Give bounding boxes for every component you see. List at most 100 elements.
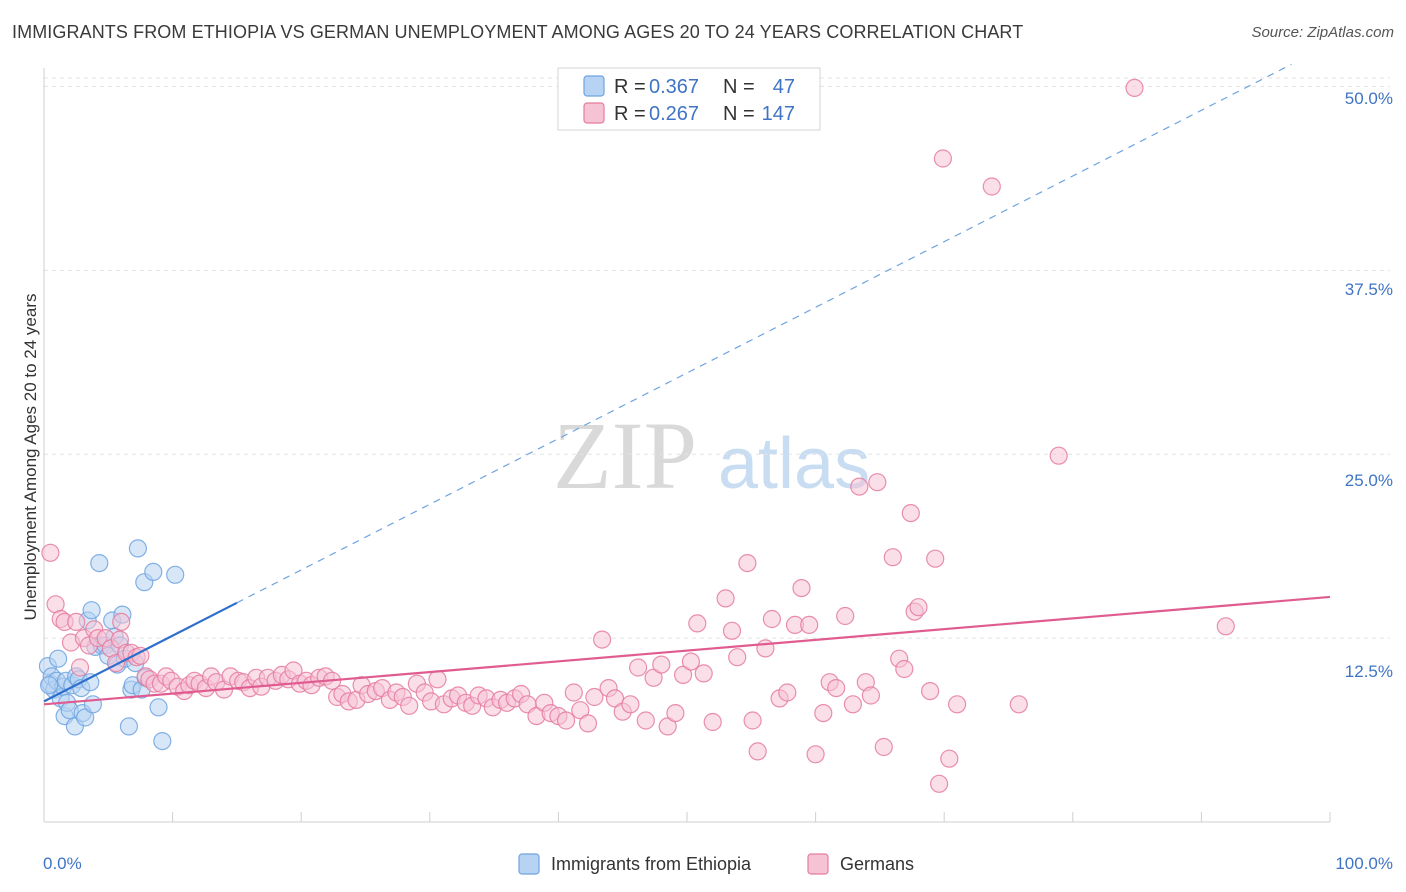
data-point (636, 711, 655, 730)
data-point (83, 695, 103, 714)
data-point (673, 665, 693, 685)
data-point (920, 681, 940, 701)
data-point (901, 503, 920, 523)
data-point (1009, 695, 1028, 714)
legend-n-label: N = (723, 76, 755, 98)
data-point (827, 678, 846, 698)
data-point (41, 543, 60, 562)
data-point (947, 695, 967, 714)
data-point (868, 473, 887, 492)
legend-n-value: 47 (773, 76, 795, 98)
y-axis-label: Unemployment Among Ages 20 to 24 years (21, 294, 40, 621)
data-point (926, 549, 945, 568)
data-point (149, 698, 168, 717)
source-label: Source: ZipAtlas.com (1251, 24, 1394, 41)
data-point (883, 548, 902, 567)
data-point (621, 695, 640, 714)
data-point (814, 703, 833, 723)
watermark-atlas: atlas (718, 424, 870, 504)
trend-line (43, 601, 238, 703)
x-tick-label-max: 100.0% (1335, 854, 1393, 873)
data-points (38, 78, 1235, 793)
data-point (48, 649, 68, 668)
data-point (166, 565, 185, 584)
data-point (67, 612, 86, 632)
data-point (738, 553, 757, 573)
data-point (1125, 78, 1144, 98)
data-point (70, 658, 90, 677)
data-point (90, 553, 109, 573)
data-point (940, 749, 959, 768)
data-point (694, 664, 713, 683)
y-tick-labels: 50.0% 37.5% 25.0% 12.5% (1345, 89, 1393, 681)
data-point (929, 774, 949, 793)
trend-line (43, 595, 1331, 706)
data-point (792, 578, 811, 598)
data-point (153, 731, 172, 751)
data-point (112, 612, 131, 632)
data-point (1049, 446, 1068, 465)
data-point (628, 658, 648, 677)
data-point (806, 745, 825, 764)
data-point (909, 598, 928, 617)
data-point (681, 652, 701, 671)
data-point (592, 630, 612, 649)
chart-title: IMMIGRANTS FROM ETHIOPIA VS GERMAN UNEMP… (12, 22, 1024, 42)
data-point (428, 670, 447, 689)
series-legend: Immigrants from Ethiopia Germans (518, 853, 914, 875)
data-point (728, 648, 747, 667)
bottom-legend-swatch-germans (807, 853, 829, 875)
data-point (666, 703, 685, 723)
bottom-legend-swatch-ethiopia (518, 853, 540, 875)
data-point (688, 614, 707, 633)
legend-r-value: 0.367 (649, 76, 699, 98)
bottom-legend-label-germans: Germans (840, 854, 914, 874)
data-point (1216, 617, 1235, 636)
data-point (119, 717, 138, 736)
data-point (800, 615, 819, 635)
data-point (861, 686, 881, 705)
data-point (756, 639, 775, 658)
data-point (82, 601, 101, 620)
legend-n-label: N = (723, 103, 755, 125)
watermark-zip: ZIP (553, 402, 697, 509)
data-point (564, 683, 583, 702)
data-point (836, 606, 855, 626)
trend-lines (43, 63, 1331, 706)
series-germans (41, 78, 1235, 793)
data-point (128, 539, 147, 558)
data-point (895, 659, 914, 679)
data-point (578, 714, 598, 733)
legend-r-label: R = (614, 103, 646, 125)
data-point (722, 621, 742, 640)
trend-line-extension (236, 63, 1292, 604)
x-axis-ticks (43, 812, 1331, 822)
data-point (850, 477, 869, 496)
data-point (81, 673, 100, 692)
data-point (703, 712, 722, 732)
legend-r-label: R = (614, 76, 646, 98)
data-point (843, 695, 863, 714)
legend-swatch-germans (583, 102, 605, 124)
data-point (144, 562, 163, 582)
y-tick-label: 37.5% (1345, 280, 1393, 299)
correlation-legend: R = 0.367 N = 47 R = 0.267 N = 147 (557, 67, 821, 131)
data-point (652, 655, 671, 674)
legend-r-value: 0.267 (649, 103, 699, 125)
watermark: ZIP atlas (553, 402, 870, 509)
data-point (778, 683, 797, 702)
data-point (743, 711, 762, 730)
data-point (874, 737, 893, 757)
data-point (933, 149, 953, 168)
data-point (400, 696, 419, 715)
y-tick-label: 50.0% (1345, 89, 1393, 108)
y-tick-label: 12.5% (1345, 662, 1393, 681)
data-point (982, 177, 1001, 196)
data-point (716, 589, 735, 608)
data-point (39, 676, 59, 695)
legend-n-value: 147 (762, 103, 795, 125)
data-point (585, 687, 604, 707)
x-tick-label-min: 0.0% (43, 854, 82, 873)
legend-swatch-ethiopia (583, 75, 605, 97)
